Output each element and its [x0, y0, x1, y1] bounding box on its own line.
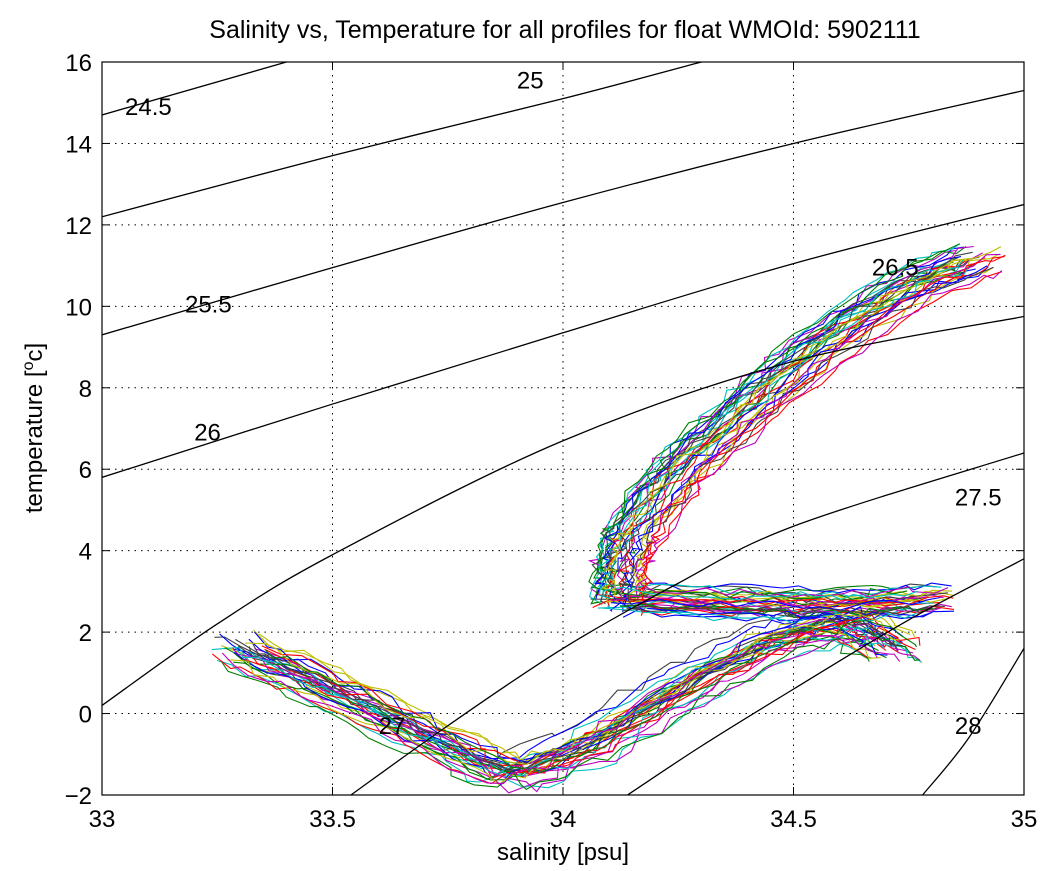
- x-tick-label: 33.5: [309, 806, 356, 833]
- profile-line: [602, 266, 970, 610]
- profile-line: [227, 630, 881, 786]
- profile-line: [264, 620, 917, 774]
- x-axis-ticks: 33 33.5 34 34.5 35: [89, 62, 1038, 833]
- profile-line: [249, 625, 911, 777]
- profile-line: [224, 620, 879, 780]
- x-tick-label: 34: [550, 806, 577, 833]
- profile-line: [606, 251, 973, 595]
- profile-line: [610, 598, 927, 611]
- plot-background: [102, 62, 1024, 795]
- profile-line: [647, 607, 955, 621]
- profile-line: [253, 606, 904, 763]
- plot-area: 24.5 25 25.5 26 26.5 27 27.5 28: [101, 61, 1025, 796]
- y-tick-label: 2: [79, 620, 92, 647]
- y-tick-label: 0: [79, 702, 92, 729]
- density-contour: [102, 315, 1024, 706]
- density-contour-label: 27.5: [955, 485, 1002, 512]
- profile-line: [234, 625, 885, 775]
- y-axis-label-end: c]: [21, 343, 48, 362]
- profile-line: [602, 607, 918, 624]
- profile-line: [590, 598, 911, 612]
- density-contour: [102, 62, 702, 218]
- density-contour: [922, 648, 1024, 795]
- profile-line: [615, 252, 983, 600]
- y-tick-label: 10: [65, 294, 92, 321]
- density-contour-label: 28: [955, 713, 982, 740]
- x-tick-label: 33: [89, 806, 116, 833]
- profile-line: [630, 583, 942, 597]
- profile-line: [624, 603, 934, 618]
- profile-line: [251, 617, 903, 772]
- density-contour-label: 26.5: [872, 255, 919, 282]
- density-contour: [102, 89, 1024, 336]
- density-contour-label: 24.5: [125, 94, 172, 121]
- y-axis-label-main: temperature [: [21, 370, 48, 513]
- y-tick-label: 14: [65, 131, 92, 158]
- profile-line: [244, 612, 901, 765]
- profile-line: [595, 259, 961, 605]
- density-contour: [102, 62, 287, 116]
- profile-line: [265, 636, 921, 793]
- profile-line: [259, 628, 920, 791]
- x-tick-label: 34.5: [770, 806, 817, 833]
- profile-line: [611, 593, 929, 608]
- y-tick-label: 12: [65, 213, 92, 240]
- profile-line: [261, 613, 921, 775]
- profile-line: [606, 586, 918, 601]
- profile-line: [634, 591, 954, 607]
- profile-line: [635, 253, 1001, 597]
- profile-line: [221, 631, 878, 785]
- y-tick-label: 16: [65, 50, 92, 77]
- density-contour-label: 26: [194, 420, 221, 447]
- y-tick-label: −2: [65, 783, 92, 810]
- profile-line: [638, 590, 948, 605]
- y-tick-label: 4: [79, 539, 92, 566]
- profile-line: [622, 605, 939, 616]
- profile-line: [639, 254, 1006, 602]
- profile-line: [635, 270, 1003, 612]
- density-contours: [102, 62, 1024, 795]
- profile-line: [591, 256, 959, 597]
- profile-line: [622, 607, 932, 622]
- y-axis-label-superscript: o: [20, 361, 37, 370]
- x-axis-label: salinity [psu]: [497, 839, 629, 866]
- profile-line: [627, 266, 994, 610]
- profile-line: [599, 245, 967, 586]
- profiles: [211, 243, 1006, 794]
- y-axis-ticks: −2 0 2 4 6 8 10 12 14 16: [65, 50, 1024, 810]
- density-contour-label: 25: [517, 67, 544, 94]
- profile-line: [237, 617, 895, 771]
- density-contour: [627, 558, 1024, 795]
- profile-line: [605, 257, 971, 598]
- density-contour-labels: 24.5 25 25.5 26 26.5 27 27.5 28: [125, 67, 1002, 739]
- profile-line: [625, 267, 994, 607]
- chart-title: Salinity vs, Temperature for all profile…: [209, 16, 920, 44]
- density-contour-label: 25.5: [185, 291, 232, 318]
- density-contour: [350, 452, 1024, 795]
- profile-line: [636, 602, 952, 618]
- y-tick-label: 6: [79, 457, 92, 484]
- density-contour: [102, 203, 1024, 478]
- density-contour-label: 27: [379, 713, 406, 740]
- y-axis-label: temperature [oc]: [20, 343, 48, 513]
- x-tick-label: 35: [1011, 806, 1038, 833]
- y-tick-label: 8: [79, 376, 92, 403]
